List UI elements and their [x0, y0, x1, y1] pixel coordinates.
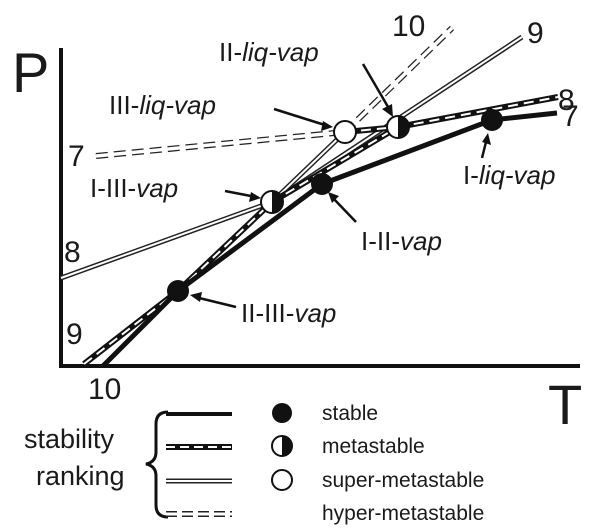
- label-line-10-top: 10: [392, 10, 425, 43]
- arrow-i-ii-vap: [331, 196, 357, 223]
- point-ii-iii-vap: [167, 280, 189, 302]
- pointer-arrows: [190, 63, 491, 309]
- label-line-10-bottom: 10: [88, 373, 121, 406]
- legend-marker-stable: [272, 403, 292, 423]
- legend-label-stable: stable: [322, 402, 378, 425]
- triple-points: [167, 109, 503, 302]
- axes: P T: [12, 41, 582, 436]
- point-ii-liq-vap: [386, 115, 410, 139]
- arrow-ii-iii-vap: [194, 295, 237, 309]
- label-i-ii-vap: I-II-vap: [361, 226, 442, 256]
- y-axis-label: P: [12, 41, 49, 104]
- legend-heading-line2: ranking: [36, 461, 125, 491]
- label-ii-liq-vap: II-liq-vap: [219, 37, 319, 67]
- legend-marker-metastable: [271, 435, 293, 457]
- label-iii-liq-vap: III-liq-vap: [109, 90, 216, 120]
- super-metastable-lines: [60, 34, 524, 281]
- label-line-8-left: 8: [64, 236, 81, 269]
- line-8-metastable: [270, 124, 400, 205]
- legend-row-super-metastable: super-metastable: [166, 469, 484, 492]
- line-8-super-segment: [60, 199, 273, 281]
- legend-row-hyper-metastable: hyper-metastable: [166, 502, 484, 525]
- legend-row-stable: stable: [166, 402, 378, 425]
- label-i-iii-vap: I-III-vap: [90, 173, 178, 203]
- line-9-stable: [321, 117, 493, 187]
- line-number-labels: 7 7 8 8 9 9 10 10: [64, 10, 579, 406]
- point-i-ii-vap: [311, 173, 333, 195]
- legend-label-hyper-metastable: hyper-metastable: [322, 502, 484, 525]
- x-axis-label: T: [548, 373, 582, 436]
- line-8-metastable-upper: [397, 94, 559, 130]
- hyper-metastable-lines: [95, 25, 455, 159]
- arrow-iii-liq-vap: [273, 107, 329, 128]
- legend-label-metastable: metastable: [322, 435, 425, 458]
- phase-labels: II-liq-vap III-liq-vap I-III-vap I-II-va…: [90, 37, 555, 328]
- point-i-liq-vap: [481, 109, 503, 131]
- line-10-hyper-segment: [342, 25, 455, 135]
- label-i-liq-vap: I-liq-vap: [463, 160, 555, 190]
- point-iii-liq-vap: [333, 120, 357, 144]
- legend-label-super-metastable: super-metastable: [322, 469, 484, 492]
- stable-lines: [101, 110, 558, 368]
- line-10-stable-mid: [176, 181, 324, 294]
- point-i-iii-vap: [260, 190, 284, 214]
- label-ii-iii-vap: II-III-vap: [241, 298, 336, 328]
- arrow-ii-liq-vap: [361, 63, 393, 113]
- legend: stability ranking stable metastable supe…: [24, 402, 484, 525]
- legend-heading-line1: stability: [24, 424, 115, 454]
- line-9-super-lower: [270, 130, 347, 204]
- label-line-7-left: 7: [68, 140, 85, 173]
- label-line-9-right: 9: [527, 17, 544, 50]
- label-line-8-right: 8: [558, 84, 575, 117]
- label-line-7-right: 7: [562, 100, 579, 133]
- legend-brace: [145, 410, 169, 519]
- legend-row-metastable: metastable: [166, 435, 425, 458]
- line-7-hyper-segment: [95, 129, 346, 159]
- legend-marker-super-metastable: [271, 469, 293, 491]
- line-10-stable-lower: [101, 289, 180, 368]
- label-line-9-left: 9: [66, 318, 83, 351]
- line-9-metastable-mid: [175, 199, 275, 294]
